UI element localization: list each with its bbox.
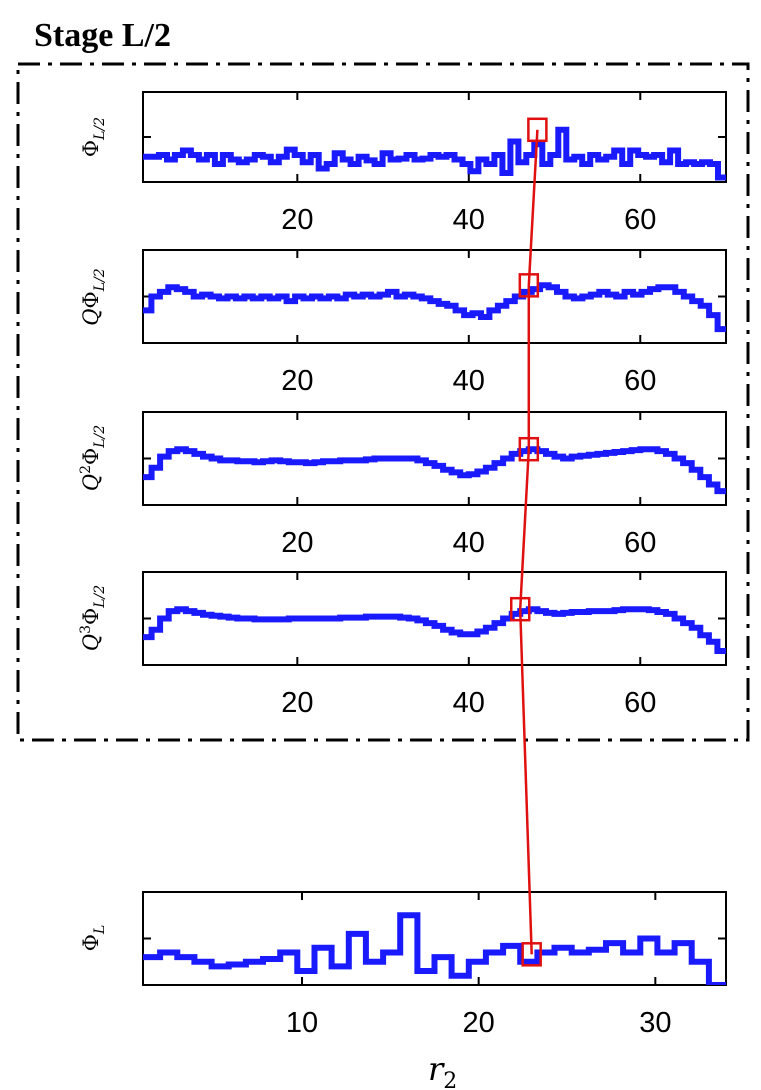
- panel-2: 20 40 60 QΦL/2: [79, 249, 727, 397]
- x-tick-label: 40: [453, 527, 485, 559]
- y-label-subscript: L: [92, 925, 108, 935]
- x-axis-label-main: r: [428, 1050, 445, 1088]
- y-axis-label-1: ΦL/2: [79, 117, 108, 157]
- panel-5: 10 20 30 ΦL: [79, 891, 727, 1039]
- y-axis-label-2: QΦL/2: [79, 268, 108, 325]
- y-label-subscript: L/2: [92, 117, 108, 141]
- y-label-superscript: 2: [78, 465, 94, 474]
- y-label-symbol: Φ: [79, 448, 103, 465]
- y-label-prefix: Q: [79, 634, 103, 651]
- x-tick-label: 60: [624, 204, 656, 236]
- y-label-subscript: L/2: [92, 425, 108, 449]
- x-tick-label: 60: [624, 687, 656, 719]
- x-tick-label: 60: [624, 365, 656, 397]
- y-label-symbol: Φ: [79, 140, 103, 157]
- x-tick-label: 60: [624, 527, 656, 559]
- x-tick-label: 20: [281, 204, 313, 236]
- series-line-4: [143, 606, 726, 654]
- panel-3: 20 40 60 Q2ΦL/2: [78, 411, 727, 559]
- y-label-prefix: Q: [79, 308, 103, 325]
- y-label-superscript: 3: [78, 625, 94, 634]
- panel-4: 20 40 60 Q3ΦL/2: [78, 571, 727, 719]
- y-axis-label-5: ΦL: [79, 925, 108, 952]
- y-label-symbol: Φ: [79, 608, 103, 625]
- panel-1: 20 40 60 ΦL/2: [79, 91, 727, 236]
- series-line-5: [143, 912, 726, 985]
- chart-title: Stage L/2: [34, 17, 171, 54]
- x-tick-label: 10: [286, 1007, 318, 1039]
- x-tick-label: 20: [463, 1007, 495, 1039]
- x-tick-label: 20: [281, 365, 313, 397]
- x-axis-label: r2: [428, 1050, 457, 1090]
- stage-boundary: [16, 62, 750, 742]
- x-tick-label: 20: [281, 687, 313, 719]
- y-label-subscript: L/2: [92, 268, 108, 292]
- x-tick-label: 30: [639, 1007, 671, 1039]
- highlight-connector: [518, 129, 539, 955]
- y-axis-label-3: Q2ΦL/2: [78, 425, 108, 491]
- x-tick-label: 40: [453, 365, 485, 397]
- x-axis-label-sub: 2: [443, 1069, 457, 1090]
- y-axis-label-4: Q3ΦL/2: [78, 585, 108, 651]
- x-tick-label: 20: [281, 527, 313, 559]
- axes-box-1: [142, 91, 727, 183]
- series-line-2: [143, 282, 726, 333]
- x-tick-label: 40: [453, 687, 485, 719]
- x-tick-label: 40: [453, 204, 485, 236]
- y-label-symbol: Φ: [79, 934, 103, 951]
- y-label-subscript: L/2: [92, 585, 108, 609]
- series-line-3: [143, 446, 726, 495]
- series-line-1: [143, 126, 726, 181]
- highlight-links: [518, 129, 539, 955]
- y-label-prefix: Q: [79, 474, 103, 491]
- y-label-symbol: Φ: [79, 291, 103, 308]
